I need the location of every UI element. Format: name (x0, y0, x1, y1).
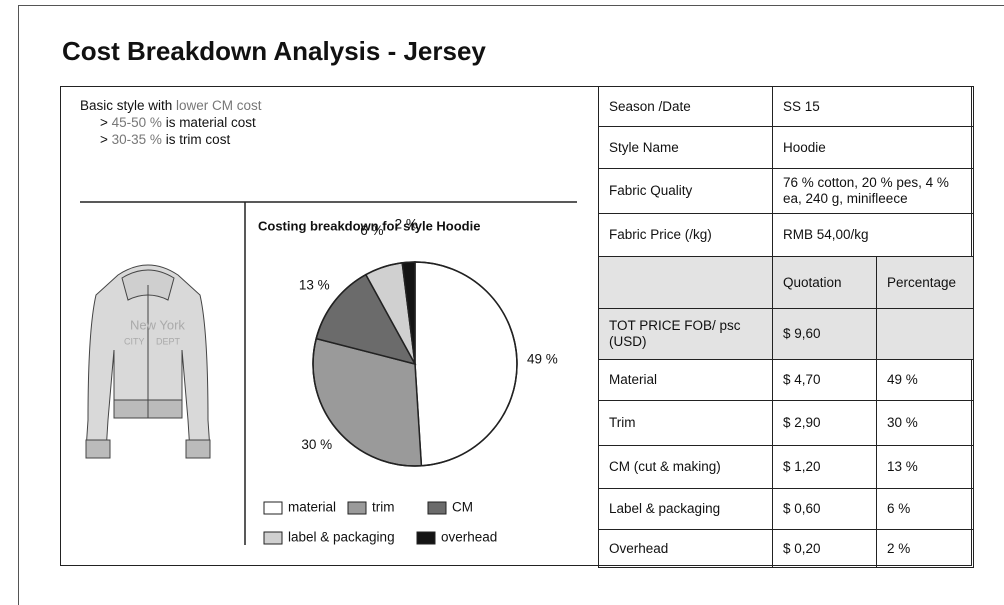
table-cell: $ 2,90 (772, 400, 877, 446)
legend-swatch (263, 531, 283, 545)
table-cell: Overhead (598, 529, 773, 568)
slice-label: 6 % (360, 223, 383, 238)
frame-line (18, 5, 19, 605)
table-row: TOT PRICE FOB/ psc (USD) $ 9,60 (598, 308, 974, 360)
slice-label: 13 % (299, 277, 330, 292)
slice-label: 2 % (395, 216, 418, 231)
table-cell: $ 9,60 (772, 308, 877, 360)
table-cell: $ 0,60 (772, 488, 877, 530)
note-highlight: lower CM cost (176, 98, 262, 113)
table-row: Fabric Price (/kg) RMB 54,00/kg (598, 213, 974, 257)
legend-swatch (427, 501, 447, 515)
table-row: Material $ 4,70 49 % (598, 359, 974, 401)
row-label: Fabric Quality (598, 168, 773, 214)
note-text: > (100, 132, 112, 147)
hoodie-print: DEPT (156, 336, 181, 346)
legend-label: CM (452, 500, 473, 515)
table-cell: TOT PRICE FOB/ psc (USD) (598, 308, 773, 360)
legend-swatch (416, 531, 436, 545)
legend-swatch (263, 501, 283, 515)
header-cell (598, 256, 773, 309)
note-intro: Basic style with lower CM cost (80, 97, 262, 114)
notes: Basic style with lower CM cost > 45-50 %… (80, 97, 262, 148)
row-value: RMB 54,00/kg (772, 213, 974, 257)
table-cell: Material (598, 359, 773, 401)
page-title: Cost Breakdown Analysis - Jersey (62, 36, 486, 66)
table-cell: $ 0,20 (772, 529, 877, 568)
row-label: Season /Date (598, 86, 773, 127)
header-cell: Percentage (876, 256, 974, 309)
slice-label: 30 % (301, 437, 332, 452)
legend-label: trim (372, 500, 395, 515)
note-text: is trim cost (161, 132, 231, 147)
note-highlight: 45-50 % (111, 115, 162, 130)
table-row: Label & packaging $ 0,60 6 % (598, 488, 974, 530)
table-cell: $ 1,20 (772, 445, 877, 489)
note-text: is material cost (161, 115, 256, 130)
legend-label: label & packaging (288, 530, 395, 545)
table-cell: CM (cut & making) (598, 445, 773, 489)
header-cell: Quotation (772, 256, 877, 309)
table-row: Trim $ 2,90 30 % (598, 400, 974, 446)
chart-title: Costing breakdown for style Hoodie (258, 218, 480, 233)
note-highlight: 30-35 % (111, 132, 162, 147)
slice-label: 49 % (527, 352, 558, 367)
table-cell: 30 % (876, 400, 974, 446)
pie-outline (312, 261, 518, 467)
table-cell: 6 % (876, 488, 974, 530)
table-row: Season /Date SS 15 (598, 86, 974, 127)
row-label: Fabric Price (/kg) (598, 213, 773, 257)
table-header: Quotation Percentage (598, 256, 974, 309)
table-cell: Label & packaging (598, 488, 773, 530)
table-cell: Trim (598, 400, 773, 446)
table-cell: 49 % (876, 359, 974, 401)
legend-swatch (347, 501, 367, 515)
row-label: Style Name (598, 126, 773, 169)
note-text: > (100, 115, 112, 130)
table-cell: 13 % (876, 445, 974, 489)
table-row: CM (cut & making) $ 1,20 13 % (598, 445, 974, 489)
hoodie-print: New York (130, 317, 185, 332)
table-cell: $ 4,70 (772, 359, 877, 401)
table-cell (876, 308, 974, 360)
note-bullet: > 30-35 % is trim cost (80, 131, 262, 148)
hoodie-print: CITY (124, 336, 145, 346)
pie-slice (414, 261, 518, 467)
legend-label: overhead (441, 530, 497, 545)
legend-label: material (288, 500, 336, 515)
note-text: Basic style with (80, 98, 177, 113)
cost-table: Season /Date SS 15 Style Name Hoodie Fabric … (598, 86, 974, 568)
row-value: 76 % cotton, 20 % pes, 4 % ea, 240 g, mi… (772, 168, 974, 214)
table-row: Fabric Quality 76 % cotton, 20 % pes, 4 %… (598, 168, 974, 214)
table-body: Season /Date SS 15 Style Name Hoodie Fabric … (598, 86, 974, 568)
row-value: Hoodie (772, 126, 974, 169)
note-bullet: > 45-50 % is material cost (80, 114, 262, 131)
row-value: SS 15 (772, 86, 974, 127)
hoodie-sketch: New York CITY DEPT (85, 264, 211, 459)
table-row: Style Name Hoodie (598, 126, 974, 169)
table-cell: 2 % (876, 529, 974, 568)
frame-line (18, 5, 1004, 6)
table-row: Overhead $ 0,20 2 % (598, 529, 974, 568)
